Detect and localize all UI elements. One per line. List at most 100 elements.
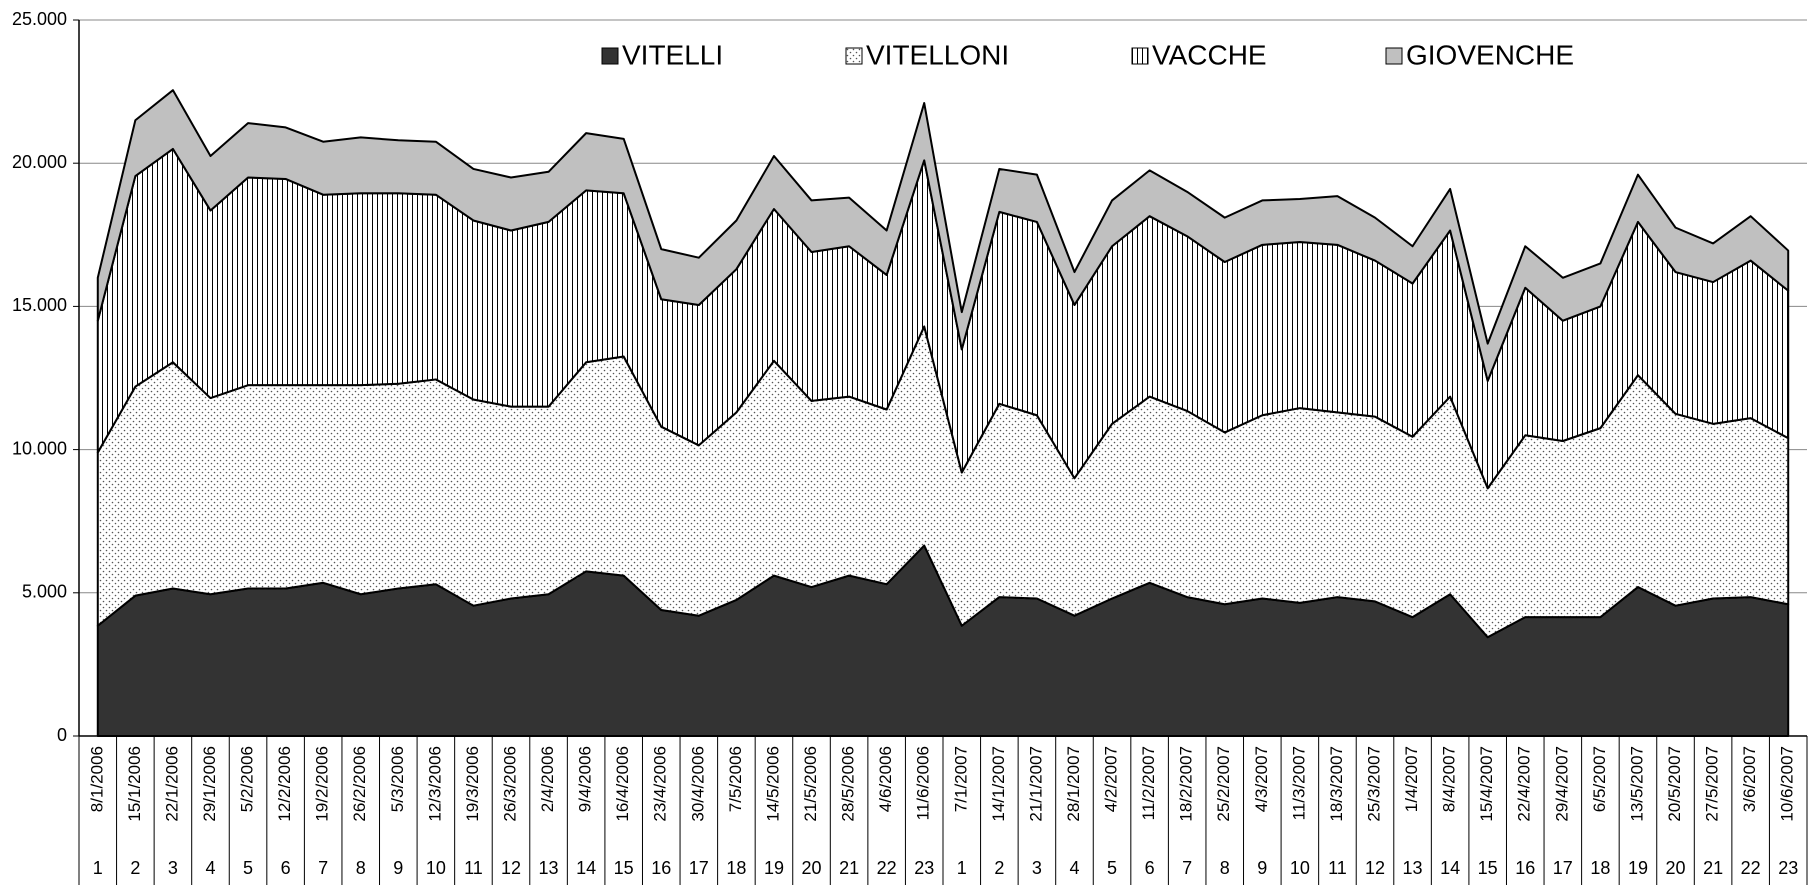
legend-swatch <box>845 47 863 65</box>
legend-label: GIOVENCHE <box>1406 39 1574 70</box>
week-label: 16 <box>651 858 671 878</box>
x-tick-label: 29/1/2006 <box>200 746 219 822</box>
week-label: 22 <box>1741 858 1761 878</box>
week-label: 2 <box>130 858 140 878</box>
week-label: 8 <box>356 858 366 878</box>
week-label: 7 <box>1182 858 1192 878</box>
x-tick-label: 25/3/2007 <box>1364 746 1383 822</box>
x-tick-label: 8/4/2007 <box>1440 746 1459 812</box>
legend-label: VITELLI <box>622 39 723 70</box>
x-tick-label: 6/5/2007 <box>1590 746 1609 812</box>
week-label: 10 <box>426 858 446 878</box>
week-label: 5 <box>243 858 253 878</box>
x-tick-label: 26/2/2006 <box>350 746 369 822</box>
x-tick-label: 16/4/2006 <box>613 746 632 822</box>
y-tick-label: 5.000 <box>22 582 67 602</box>
week-label: 13 <box>539 858 559 878</box>
legend-swatch <box>601 47 619 65</box>
week-label: 17 <box>689 858 709 878</box>
x-tick-label: 5/2/2006 <box>238 746 257 812</box>
week-label: 8 <box>1220 858 1230 878</box>
week-label: 11 <box>464 858 483 878</box>
x-tick-label: 4/3/2007 <box>1252 746 1271 812</box>
week-label: 19 <box>1628 858 1648 878</box>
x-tick-label: 10/6/2007 <box>1778 746 1797 822</box>
week-label: 5 <box>1107 858 1117 878</box>
week-label: 14 <box>576 858 596 878</box>
week-label: 3 <box>1032 858 1042 878</box>
week-label: 20 <box>1666 858 1686 878</box>
x-tick-label: 23/4/2006 <box>651 746 670 822</box>
x-tick-label: 4/2/2007 <box>1102 746 1121 812</box>
week-label: 17 <box>1553 858 1573 878</box>
week-label: 11 <box>1328 858 1347 878</box>
x-tick-label: 21/5/2006 <box>801 746 820 822</box>
week-label: 14 <box>1440 858 1460 878</box>
week-label: 1 <box>957 858 967 878</box>
legend-label: VACCHE <box>1152 39 1267 70</box>
legend-swatch <box>1131 47 1149 65</box>
week-label: 21 <box>1703 858 1723 878</box>
week-label: 13 <box>1403 858 1423 878</box>
x-tick-label: 1/4/2007 <box>1402 746 1421 812</box>
x-tick-label: 2/4/2006 <box>538 746 557 812</box>
week-label: 23 <box>914 858 934 878</box>
x-tick-label: 5/3/2006 <box>388 746 407 812</box>
x-tick-label: 14/1/2007 <box>989 746 1008 822</box>
week-label: 12 <box>501 858 521 878</box>
week-label: 18 <box>1590 858 1610 878</box>
week-label: 15 <box>1478 858 1498 878</box>
x-tick-label: 11/6/2006 <box>914 746 933 820</box>
week-label: 16 <box>1515 858 1535 878</box>
x-tick-label: 12/3/2006 <box>425 746 444 822</box>
week-label: 18 <box>726 858 746 878</box>
x-tick-label: 19/2/2006 <box>313 746 332 822</box>
x-tick-label: 21/1/2007 <box>1026 746 1045 822</box>
x-tick-label: 22/1/2006 <box>162 746 181 822</box>
x-tick-label: 30/4/2006 <box>688 746 707 822</box>
week-label: 15 <box>614 858 634 878</box>
y-tick-label: 25.000 <box>12 9 67 29</box>
week-label: 9 <box>393 858 403 878</box>
week-label: 20 <box>802 858 822 878</box>
week-label: 1 <box>93 858 103 878</box>
x-tick-label: 27/5/2007 <box>1703 746 1722 822</box>
x-tick-label: 29/4/2007 <box>1552 746 1571 822</box>
y-tick-label: 10.000 <box>12 438 67 458</box>
x-tick-label: 11/3/2007 <box>1289 746 1308 820</box>
x-tick-label: 25/2/2007 <box>1214 746 1233 822</box>
y-tick-label: 0 <box>57 725 67 745</box>
y-tick-label: 15.000 <box>12 295 67 315</box>
x-tick-label: 22/4/2007 <box>1515 746 1534 822</box>
x-tick-label: 18/2/2007 <box>1177 746 1196 822</box>
x-tick-label: 19/3/2006 <box>463 746 482 822</box>
week-label: 7 <box>318 858 328 878</box>
x-tick-label: 4/6/2006 <box>876 746 895 812</box>
x-tick-label: 20/5/2007 <box>1665 746 1684 822</box>
week-label: 9 <box>1257 858 1267 878</box>
week-label: 2 <box>994 858 1004 878</box>
week-label: 23 <box>1778 858 1798 878</box>
week-label: 6 <box>281 858 291 878</box>
legend-swatch <box>1385 47 1403 65</box>
legend-label: VITELLONI <box>866 39 1009 70</box>
x-tick-label: 28/5/2006 <box>839 746 858 822</box>
week-label: 19 <box>764 858 784 878</box>
week-label: 21 <box>839 858 859 878</box>
x-tick-label: 7/1/2007 <box>951 746 970 812</box>
x-tick-label: 26/3/2006 <box>500 746 519 822</box>
x-tick-label: 14/5/2006 <box>763 746 782 822</box>
x-tick-label: 12/2/2006 <box>275 746 294 822</box>
x-tick-label: 11/2/2007 <box>1139 746 1158 820</box>
week-label: 3 <box>168 858 178 878</box>
week-label: 12 <box>1365 858 1385 878</box>
week-label: 22 <box>877 858 897 878</box>
area <box>96 89 1790 382</box>
week-label: 4 <box>1069 858 1079 878</box>
x-tick-label: 15/4/2007 <box>1477 746 1496 822</box>
y-tick-label: 20.000 <box>12 152 67 172</box>
x-tick-label: 18/3/2007 <box>1327 746 1346 822</box>
week-label: 6 <box>1145 858 1155 878</box>
x-tick-label: 3/6/2007 <box>1740 746 1759 812</box>
